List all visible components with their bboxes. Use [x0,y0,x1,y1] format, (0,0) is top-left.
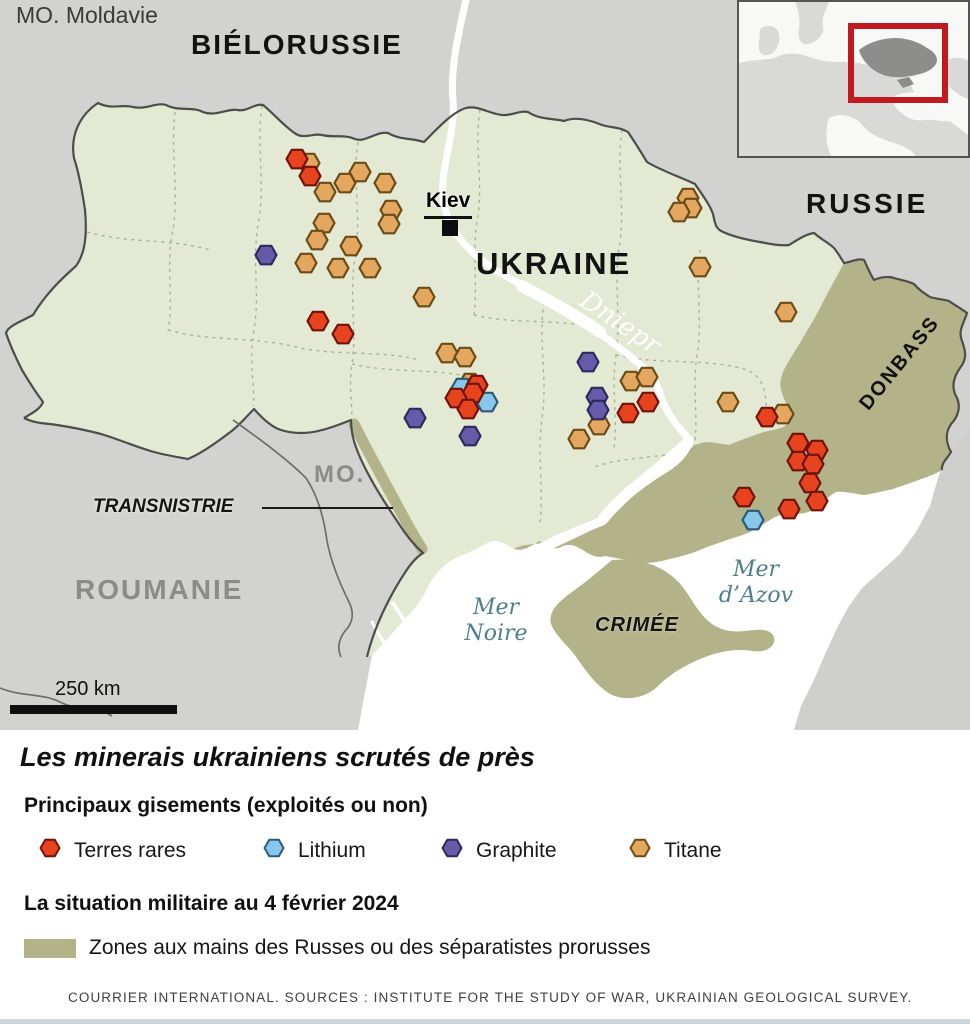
label-azov-sea: Mer d’Azov [718,557,794,608]
deposit-terres_rares [798,472,822,494]
label-ukraine: UKRAINE [476,246,632,281]
deposit-titane [635,366,659,388]
deposit-graphite [586,399,610,421]
label-romania: ROUMANIE [75,574,244,605]
legend-item-lithium: Lithium [262,838,366,863]
kiev-city-marker [442,220,458,236]
deposit-terres_rares [801,453,825,475]
inset-europe-land [737,0,970,158]
inset-border [737,0,970,158]
deposit-titane [333,172,357,194]
deposit-terres_rares [732,486,756,508]
deposit-titane [567,428,591,450]
deposit-lithium [741,509,765,531]
legend-panel: Les minerais ukrainiens scrutés de près … [0,730,970,1024]
russia-southeast-region [794,428,970,730]
label-kiev: Kiev [424,189,473,219]
deposit-titane [373,172,397,194]
deposit-terres_rares [616,402,640,424]
deposit-graphite [403,407,427,429]
deposit-terres_rares [786,432,810,454]
legend-item-titane: Titane [628,838,722,863]
moldova-abbrev-note: MO. Moldavie [16,2,158,28]
occupied-zone-region [514,259,967,563]
graphite-hex-icon [440,838,464,863]
deposit-titane [339,235,363,257]
deposit-titane [305,229,329,251]
legend-label-terres-rares: Terres rares [74,838,187,862]
deposit-terres_rares [306,310,330,332]
deposit-titane [412,286,436,308]
deposit-titane [313,181,337,203]
crimea-region [550,559,775,699]
deposit-terres_rares [298,165,322,187]
oblast-borders [86,105,767,525]
label-transnistria: TRANSNISTRIE [93,496,234,517]
scale-label: 250 km [55,678,121,700]
deposit-terres_rares [285,148,309,170]
inset-canvas [737,0,970,158]
deposit-titane [774,301,798,323]
deposit-terres_rares [755,406,779,428]
main-map: MO. Moldavie BIÉLORUSSIE RUSSIE UKRAINE … [0,0,970,730]
deposit-markers [254,148,829,531]
country-borders [4,101,969,658]
source-credit: COURRIER INTERNATIONAL. SOURCES : INSTIT… [68,990,913,1005]
deposit-terres_rares [456,398,480,420]
legend-label-lithium: Lithium [298,838,366,862]
page-bottom-divider [0,1019,970,1024]
inset-ukraine-shape [859,38,937,88]
transnistria-strip [348,418,428,555]
infographic-title: Les minerais ukrainiens scrutés de près [20,742,535,772]
deposit-titane [358,257,382,279]
inset-highlight-box [848,23,948,103]
label-russia: RUSSIE [806,188,929,219]
terres-rares-hex-icon [38,838,62,863]
deposit-graphite [576,351,600,373]
deposit-titane [667,201,691,223]
label-crimea: CRIMÉE [595,614,679,636]
deposit-titane [312,212,336,234]
occupied-zone-swatch [24,938,76,958]
legend-label-graphite: Graphite [476,838,557,862]
deposit-terres_rares [805,490,829,512]
deposit-titane [326,257,350,279]
deposit-graphite [458,425,482,447]
legend-item-graphite: Graphite [440,838,557,863]
label-black-sea: Mer Noire [464,595,528,646]
occupied-zone-label: Zones aux mains des Russes ou des sépara… [89,936,651,959]
deposit-titane [294,252,318,274]
deposit-titane [688,256,712,278]
label-moldova-abbr: MO. [314,461,366,488]
label-belarus: BIÉLORUSSIE [191,29,403,60]
occupied-zone-legend: Zones aux mains des Russes ou des sépara… [24,936,650,960]
deposit-terres_rares [636,391,660,413]
deposit-titane [716,391,740,413]
deposit-graphite [254,244,278,266]
legend-label-titane: Titane [664,838,722,862]
deposit-titane [377,213,401,235]
dniepr-river [370,0,694,665]
legend-item-terres-rares: Terres rares [38,838,186,863]
deposit-titane [435,342,459,364]
deposits-subtitle: Principaux gisements (exploités ou non) [24,794,428,817]
scale-bar [10,705,177,714]
deposit-terres_rares [777,498,801,520]
lithium-hex-icon [262,838,286,863]
deposit-terres_rares [331,323,355,345]
inset-map [737,0,970,158]
deposit-titane [453,346,477,368]
titane-hex-icon [628,838,652,863]
mineral-legend-row: Terres rares Lithium Graphite Titane [0,838,970,872]
military-situation-title: La situation militaire au 4 février 2024 [24,892,399,915]
